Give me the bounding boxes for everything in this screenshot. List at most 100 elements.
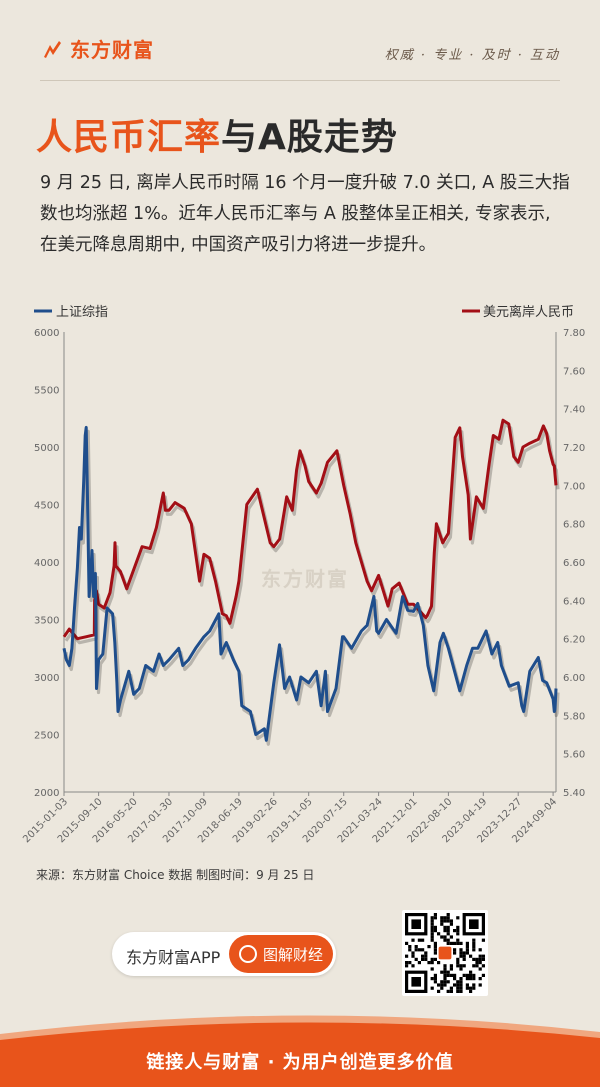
qr-module bbox=[443, 929, 447, 933]
y-left-tick-label: 3000 bbox=[34, 673, 59, 684]
page-title: 人民币汇率与A股走势 bbox=[36, 108, 398, 160]
qr-module bbox=[446, 980, 450, 984]
qr-module bbox=[469, 986, 473, 990]
qr-module bbox=[424, 957, 428, 961]
y-right-tick-label: 6.40 bbox=[563, 596, 585, 607]
legend-label-sh-index: 上证综指 bbox=[56, 305, 108, 320]
footer-slogan: 链接人与财富 · 为用户创造更多价值 bbox=[146, 1052, 454, 1073]
qr-module bbox=[446, 916, 450, 920]
graphic-finance-button[interactable]: 图解财经 bbox=[229, 935, 333, 973]
qr-module bbox=[449, 935, 453, 939]
qr-module bbox=[443, 916, 447, 920]
y-right-tick-label: 5.80 bbox=[563, 711, 585, 722]
qr-module bbox=[430, 916, 434, 920]
qr-module bbox=[472, 941, 476, 945]
y-right-tick-label: 5.60 bbox=[563, 750, 585, 761]
qr-module bbox=[430, 957, 434, 961]
qr-module bbox=[408, 948, 412, 952]
qr-code-image[interactable] bbox=[402, 910, 488, 996]
qr-module bbox=[443, 938, 447, 942]
qr-module bbox=[430, 922, 434, 926]
page-title-rest: 与A股走势 bbox=[221, 117, 398, 158]
qr-module bbox=[456, 916, 460, 920]
header-divider bbox=[40, 80, 560, 81]
qr-module bbox=[440, 935, 444, 939]
qr-module bbox=[440, 986, 444, 990]
qr-module bbox=[433, 980, 437, 984]
qr-module bbox=[430, 961, 434, 965]
qr-module bbox=[433, 948, 437, 952]
qr-module bbox=[433, 977, 437, 981]
series-sh-index-shadow bbox=[64, 429, 560, 746]
qr-module bbox=[405, 961, 409, 965]
qr-module bbox=[459, 977, 463, 981]
qr-module bbox=[472, 986, 476, 990]
qr-module bbox=[453, 973, 457, 977]
brand-logo[interactable]: 东方财富 bbox=[40, 34, 154, 63]
qr-module bbox=[405, 954, 409, 958]
y-left-tick-label: 2000 bbox=[34, 788, 59, 799]
qr-module bbox=[456, 961, 460, 965]
line-chart: 上证综指 美元离岸人民币 2000 2500 3000 3500 4000 4500 5000 5… bbox=[21, 304, 585, 845]
qr-module bbox=[430, 932, 434, 936]
y-left-tick-label: 5500 bbox=[34, 386, 59, 397]
qr-center-logo-icon bbox=[438, 946, 452, 960]
qr-module bbox=[433, 945, 437, 949]
qr-module bbox=[446, 973, 450, 977]
y-left-tick-label: 4500 bbox=[34, 501, 59, 512]
qr-module bbox=[472, 964, 476, 968]
qr-module bbox=[443, 983, 447, 987]
qr-module bbox=[414, 945, 418, 949]
qr-module bbox=[440, 970, 444, 974]
qr-module bbox=[465, 948, 469, 952]
qr-module bbox=[456, 929, 460, 933]
qr-module bbox=[459, 954, 463, 958]
qr-module bbox=[437, 932, 441, 936]
qr-module bbox=[456, 938, 460, 942]
y-right-tick-label: 6.80 bbox=[563, 520, 585, 531]
qr-module bbox=[433, 957, 437, 961]
qr-module bbox=[453, 948, 457, 952]
qr-module bbox=[469, 973, 473, 977]
qr-module bbox=[424, 951, 428, 955]
qr-module bbox=[475, 961, 479, 965]
qr-module bbox=[459, 980, 463, 984]
qr-module bbox=[443, 973, 447, 977]
qr-module bbox=[446, 919, 450, 923]
series-cnh-shadow bbox=[64, 422, 560, 645]
qr-module bbox=[478, 967, 482, 971]
qr-module bbox=[449, 964, 453, 968]
qr-module bbox=[478, 954, 482, 958]
qr-module bbox=[453, 977, 457, 981]
qr-module bbox=[430, 938, 434, 942]
qr-module bbox=[456, 980, 460, 984]
qr-module bbox=[481, 938, 485, 942]
qr-module bbox=[449, 941, 453, 945]
app-name: 东方财富APP bbox=[126, 948, 221, 967]
qr-module bbox=[433, 973, 437, 977]
qr-module bbox=[456, 957, 460, 961]
qr-finder bbox=[411, 919, 421, 929]
qr-module bbox=[417, 948, 421, 952]
brand-name: 东方财富 bbox=[70, 38, 154, 62]
y-right-tick-label: 6.60 bbox=[563, 558, 585, 569]
qr-module bbox=[437, 983, 441, 987]
qr-module bbox=[449, 973, 453, 977]
qr-module bbox=[472, 957, 476, 961]
qr-module bbox=[411, 951, 415, 955]
qr-module bbox=[443, 967, 447, 971]
qr-module bbox=[456, 983, 460, 987]
qr-module bbox=[459, 983, 463, 987]
qr-module bbox=[481, 973, 485, 977]
qr-module bbox=[430, 935, 434, 939]
qr-module bbox=[443, 980, 447, 984]
qr-module bbox=[459, 948, 463, 952]
qr-module bbox=[475, 964, 479, 968]
qr-module bbox=[446, 929, 450, 933]
qr-module bbox=[459, 967, 463, 971]
qr-module bbox=[462, 957, 466, 961]
qr-module bbox=[449, 922, 453, 926]
qr-module bbox=[446, 925, 450, 929]
qr-module bbox=[481, 957, 485, 961]
qr-module bbox=[427, 945, 431, 949]
